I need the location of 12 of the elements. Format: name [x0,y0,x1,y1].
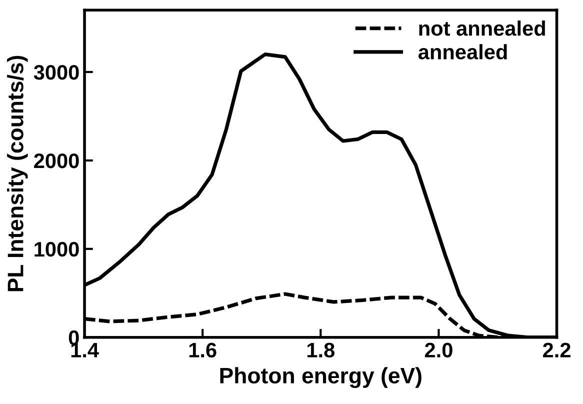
x-tick-label: 1.8 [307,342,334,358]
x-axis-title: Photon energy (eV) [220,367,422,388]
y-tick-label: 2000 [34,153,79,168]
x-tick-label: 2.2 [543,342,570,358]
legend-label: annealed [418,44,507,60]
legend-label: not annealed [419,20,545,36]
x-tick-label: 2.0 [424,342,452,358]
y-tick-label: 1000 [34,242,79,257]
y-tick-label: 3000 [34,65,79,80]
y-axis-title: PL Intensity (counts/s) [7,56,28,292]
x-tick-label: 1.4 [71,342,99,358]
x-tick-label: 1.6 [189,342,216,358]
